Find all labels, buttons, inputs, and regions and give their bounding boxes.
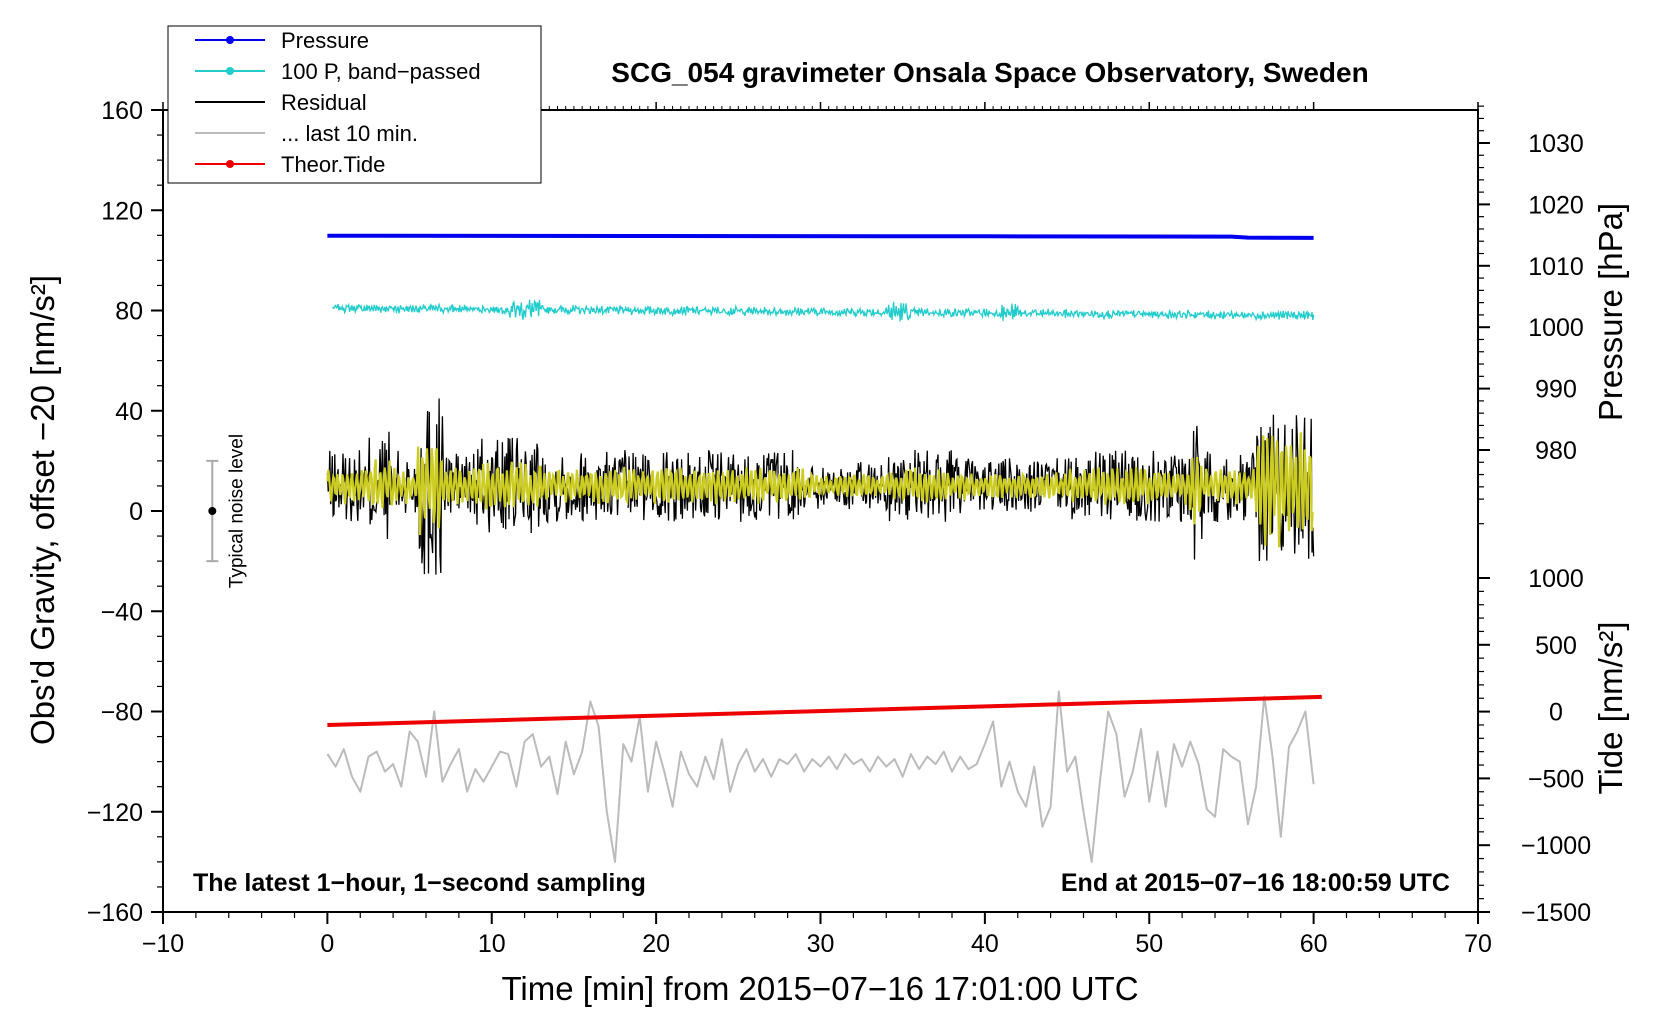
pressure-tick-label: 1000: [1528, 314, 1584, 342]
tide-tick-label: −1000: [1521, 832, 1591, 860]
tide-series-line: [327, 694, 1322, 727]
pressure-axis-title: Pressure [hPa]: [1592, 203, 1629, 421]
pressure-tick-label: 990: [1535, 376, 1577, 404]
pressure-tick-label: 1030: [1528, 130, 1584, 158]
tide-axis-ticks: 1000 500 0 −500 −1000 −1500: [1478, 565, 1591, 927]
pressure-tick-label: 1010: [1528, 253, 1584, 281]
y-tick-label: 80: [115, 298, 143, 326]
x-tick-label: 30: [807, 930, 835, 958]
x-tick-label: 0: [320, 930, 334, 958]
pressure-axis-ticks: 1030 1020 1010 1000 990 980: [1478, 105, 1584, 525]
y-tick-label: −160: [87, 899, 143, 927]
tide-tick-label: 500: [1535, 632, 1577, 660]
last-10-min-series-line: [326, 690, 1315, 863]
y-tick-label: −80: [101, 699, 143, 727]
tide-tick-label: −1500: [1521, 899, 1591, 927]
x-tick-label: 70: [1464, 930, 1492, 958]
y-tick-label: 0: [129, 498, 143, 526]
y-tick-label: 160: [101, 97, 143, 125]
plot-lines: [326, 233, 1322, 863]
residual-smoothed-series-line: [326, 432, 1314, 548]
legend-label: Residual: [281, 90, 367, 115]
x-tick-label: 50: [1135, 930, 1163, 958]
residual-series-line: [326, 398, 1315, 575]
pressure-series-line: [327, 233, 1314, 240]
noise-level-indicator: Typical noise level: [206, 434, 247, 588]
y-tick-label: 120: [101, 197, 143, 225]
legend-box: [167, 25, 542, 184]
note-left: The latest 1−hour, 1−second sampling: [193, 869, 646, 897]
y-tick-label: −120: [87, 799, 143, 827]
legend-marker: [226, 160, 234, 168]
tide-tick-label: −500: [1528, 765, 1584, 793]
chart-title: SCG_054 gravimeter Onsala Space Observat…: [611, 57, 1368, 88]
legend: Pressure 100 P, band−passed Residual ... la…: [167, 25, 542, 184]
legend-label: 100 P, band−passed: [281, 59, 481, 84]
tide-axis-title: Tide [nm/s²]: [1592, 622, 1629, 795]
y-tick-label: −40: [101, 598, 143, 626]
pressure-tick-label: 980: [1535, 437, 1577, 465]
y-axis-title: Obs'd Gravity, offset −20 [nm/s²]: [24, 275, 61, 745]
note-right: End at 2015−07−16 18:00:59 UTC: [1061, 869, 1450, 897]
tide-tick-label: 0: [1549, 699, 1563, 727]
legend-marker: [226, 67, 234, 75]
y-tick-label: 40: [115, 398, 143, 426]
x-axis-title: Time [min] from 2015−07−16 17:01:00 UTC: [501, 970, 1138, 1007]
x-tick-label: 20: [642, 930, 670, 958]
bandpassed-series-line: [331, 299, 1315, 322]
pressure-tick-label: 1020: [1528, 191, 1584, 219]
x-tick-label: 10: [478, 930, 506, 958]
x-tick-label: 40: [971, 930, 999, 958]
tide-tick-label: 1000: [1528, 565, 1584, 593]
legend-label: ... last 10 min.: [281, 121, 418, 146]
x-tick-label: 60: [1300, 930, 1328, 958]
legend-label: Pressure: [281, 28, 369, 53]
legend-label: Theor.Tide: [281, 152, 385, 177]
noise-level-label: Typical noise level: [226, 434, 247, 588]
legend-marker: [226, 36, 234, 44]
x-tick-label: −10: [142, 930, 184, 958]
noise-bar-center-dot: [208, 507, 217, 515]
plot-frame: [162, 109, 1479, 913]
